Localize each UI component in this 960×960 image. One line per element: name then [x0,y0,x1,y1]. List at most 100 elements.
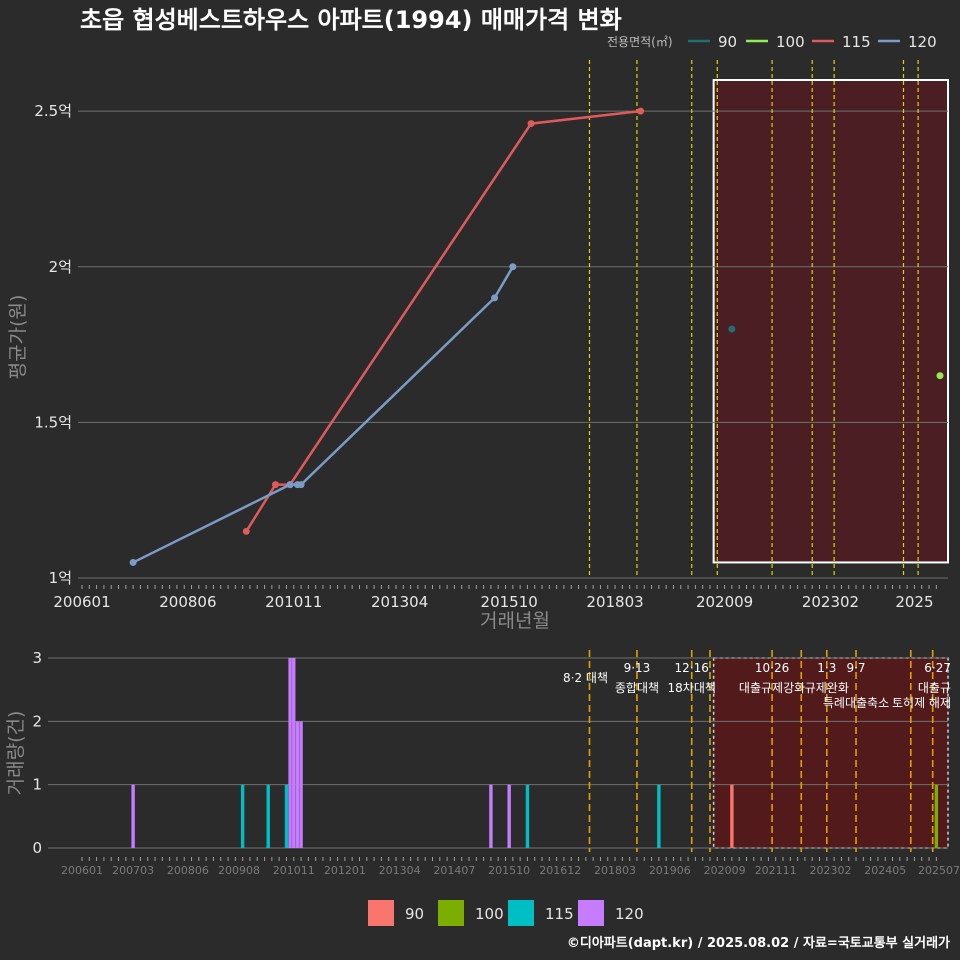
legend-label-90: 90 [718,33,737,51]
x-axis-title: 거래년월 [480,610,550,632]
top-y-tick-labels: 1억 1.5억 2억 2.5억 [34,102,72,587]
point-120-0 [129,558,137,566]
policy-label-1: 종합대책 [615,680,659,695]
bottom-minor-ticks [81,857,937,861]
volume-bar-13 [934,784,939,848]
policy-label-3: 대출규제강화 [739,681,805,695]
volume-bar-10 [525,784,530,848]
bottom-x-tick-label-10: 201803 [594,864,636,877]
bottom-x-tick-label-9: 201612 [539,864,581,877]
bottom-x-tick-labels: 200601 200703 200806 200908 201011 201201 2013… [61,864,960,877]
legend-label-115: 115 [842,33,871,51]
point-120-1 [286,481,294,489]
bottom-x-tick-label-0: 200601 [61,864,103,877]
y-tick-label-0: 1억 [49,569,72,587]
y-tick-label-3: 2.5억 [34,102,72,120]
y-tick-label-1: 1.5억 [34,413,72,431]
bottom-x-tick-label-2: 200806 [167,864,209,877]
chart-title: 초읍 협성베스트하우스 아파트(1994) 매매가격 변화 [80,6,622,34]
policy-date-2: 12·16 [675,661,709,675]
bottom-x-tick-label-4: 201011 [273,864,315,877]
bottom-y-tick-label-2: 2 [32,712,42,730]
point-100-0 [936,372,944,380]
price-chart: 1억 1.5억 2억 2.5억 200601 200806 201011 201304 201… [7,60,949,632]
bottom-legend-key-115 [508,900,534,926]
bottom-x-tick-label-14: 202302 [809,864,851,877]
volume-bar-9 [507,784,511,848]
policy-label-4: 규제완화 [805,681,849,695]
policy-label-5: 특례대출축소 [823,696,889,710]
bottom-legend-label-120: 120 [615,905,644,923]
x-tick-label-6: 202009 [696,593,753,611]
legend-bottom: 90 100 115 120 [368,900,644,926]
volume-bar-3 [284,784,289,848]
volume-bar-0 [131,784,135,848]
policy-label-0: 8·2 대책 [563,670,608,685]
top-gridlines [78,110,948,579]
point-120-5 [509,263,517,271]
policy-date-3: 10·26 [755,661,789,675]
volume-bar-11 [657,784,661,848]
bottom-x-tick-label-11: 201906 [649,864,691,877]
x-tick-label-4: 201510 [481,593,538,611]
volume-bar-1 [240,784,245,848]
x-tick-label-1: 200806 [159,593,216,611]
bottom-x-tick-label-15: 202405 [864,864,906,877]
x-tick-label-7: 202302 [802,593,859,611]
bottom-policy-lines [588,650,934,852]
volume-bar-5 [292,658,296,848]
bottom-y-tick-labels: 0 1 2 3 [32,649,42,857]
volume-bar-8 [489,784,493,848]
top-shaded-period [712,79,949,564]
volume-bar-12 [730,784,734,848]
policy-label-6: 토허제 해제 [892,696,951,710]
legend-top: 전용면적(㎡) 90 100 115 120 [607,33,937,51]
bottom-y-axis-title: 거래량(건) [5,711,27,796]
top-minor-ticks [81,585,937,589]
bottom-x-tick-label-3: 200908 [218,864,260,877]
bottom-y-tick-label-1: 1 [32,776,42,794]
x-tick-label-5: 201803 [586,593,643,611]
point-120-4 [491,294,499,302]
policy-date-1: 9·13 [624,661,651,675]
top-policy-lines [588,60,919,578]
y-axis-title: 평균가(원) [7,295,29,380]
bottom-legend-key-90 [368,900,394,926]
legend-label-120: 120 [908,33,937,51]
legend-label-100: 100 [776,33,805,51]
policy-annotations: 8·2 대책 9·13 종합대책 12·16 18차대책 10·26 대출규제강화 1·3 규제… [563,661,951,710]
bottom-x-tick-label-13: 202111 [755,864,797,877]
bottom-x-tick-label-8: 201510 [488,864,530,877]
x-tick-label-8: 2025 [895,593,933,611]
bottom-x-tick-label-5: 201201 [324,864,366,877]
point-115-4 [637,107,645,115]
volume-bar-7 [299,721,303,848]
bottom-legend-label-115: 115 [545,905,574,923]
policy-date-7: 6·27 [924,661,951,675]
bottom-legend-key-100 [438,900,464,926]
volume-bar-2 [266,784,270,848]
bottom-y-tick-label-0: 0 [32,839,42,857]
bottom-legend-label-100: 100 [475,905,504,923]
bottom-x-tick-label-7: 201407 [433,864,475,877]
footer-credit: ©디아파트(dapt.kr) / 2025.08.02 / 자료=국토교통부 실… [567,935,950,951]
top-shade-rect [712,79,949,564]
bottom-legend-key-120 [578,900,604,926]
y-tick-label-2: 2억 [49,258,72,276]
top-x-tick-labels: 200601 200806 201011 201304 201510 201803 2020… [53,593,933,611]
policy-label-2: 18차대책 [668,680,716,695]
point-120-3 [297,481,305,489]
bottom-y-tick-label-3: 3 [32,649,42,667]
volume-bar-4 [288,658,292,848]
volume-bar-6 [295,721,300,848]
bottom-x-tick-label-1: 200703 [112,864,154,877]
bottom-x-tick-label-16: 202507 [918,864,960,877]
volume-chart: 8·2 대책 9·13 종합대책 12·16 18차대책 10·26 대출규제강화 1·3 규제… [5,649,960,877]
point-115-3 [527,120,535,128]
top-series [129,107,944,566]
x-tick-label-0: 200601 [53,593,110,611]
x-tick-label-3: 201304 [371,593,428,611]
point-90-0 [728,325,736,333]
x-tick-label-2: 201011 [265,593,322,611]
